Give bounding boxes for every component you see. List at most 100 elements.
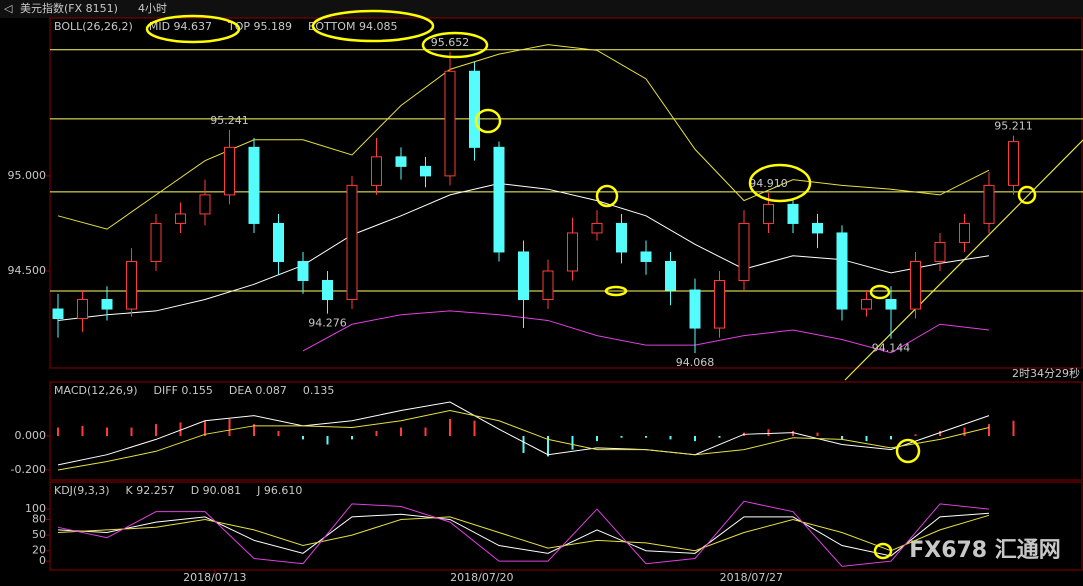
spacer [50, 368, 1083, 382]
candle-body [77, 299, 88, 320]
x-tick-label: 2018/07/20 [450, 571, 513, 584]
candle-body [52, 308, 64, 320]
candle-body [640, 251, 652, 262]
candle-body [469, 70, 480, 148]
legend-item: DEA 0.087 [229, 384, 287, 397]
main-frame [49, 17, 1083, 369]
macd-frame [49, 381, 1083, 481]
legend-item: BOTTOM 94.085 [308, 20, 397, 33]
candle-body [542, 270, 554, 301]
kdj-frame [49, 481, 1083, 571]
back-icon[interactable]: ◁ [4, 2, 13, 15]
candle-body [150, 222, 162, 262]
candle-body [518, 251, 529, 301]
candle-body [248, 146, 260, 224]
candle-body [934, 241, 946, 262]
circle [895, 438, 921, 464]
candle-body [126, 260, 137, 310]
candle-body [224, 146, 235, 196]
candle-body [714, 280, 725, 329]
circle [748, 163, 812, 203]
circle [145, 14, 241, 44]
indicator-line [57, 44, 990, 230]
candle-body [836, 232, 848, 310]
y-tick-label: 0 [39, 554, 46, 567]
legend-item: 0.135 [303, 384, 335, 397]
candle-body [738, 222, 750, 281]
legend-item: BOLL(26,26,2) [54, 20, 133, 33]
y-tick-label: 50 [32, 528, 46, 541]
legend-item: D 90.081 [191, 484, 241, 497]
candle-body [175, 213, 186, 224]
candle-body [812, 222, 823, 234]
circle [869, 284, 891, 300]
circle [604, 285, 628, 297]
x-tick-label: 2018/07/27 [720, 571, 783, 584]
candle-body [567, 232, 578, 272]
candle-body [322, 280, 333, 301]
watermark: FX678 汇通网 [909, 538, 1061, 563]
candle-body [665, 260, 676, 291]
panel-frames [49, 17, 1083, 571]
circle [1017, 185, 1037, 205]
x-tick-label: 2018/07/13 [183, 571, 246, 584]
price-label: 94.276 [308, 317, 347, 330]
header-bar [0, 0, 1083, 18]
candle-body [420, 165, 431, 177]
indicator-line [57, 401, 990, 466]
period[interactable]: 4小时 [138, 2, 167, 15]
legend-item: KDJ(9,3,3) [54, 484, 110, 497]
candle-body [861, 299, 872, 310]
circle [873, 542, 893, 560]
circle [595, 184, 619, 208]
y-tick-label: 95.000 [8, 169, 47, 182]
candle-body [763, 203, 774, 224]
price-label: 94.910 [749, 177, 788, 190]
price-label: 94.068 [676, 356, 715, 369]
candle-body [787, 203, 799, 224]
indicator-line [302, 310, 990, 354]
circle [474, 108, 502, 134]
candle-body [273, 222, 284, 262]
indicator-line [57, 514, 990, 552]
indicator-line [57, 182, 990, 321]
candle-body [199, 194, 211, 215]
candle-body [885, 299, 897, 310]
candle-body [959, 222, 970, 243]
candle-body [616, 222, 627, 253]
y-tick-label: 80 [32, 512, 46, 525]
candle-body [444, 70, 456, 177]
price-label: 95.241 [210, 114, 249, 127]
candle-body [591, 222, 603, 234]
candle-body [910, 260, 921, 310]
circle [311, 9, 435, 43]
candle-body [101, 299, 113, 310]
indicator-line [57, 500, 990, 567]
indicator-line [57, 410, 990, 471]
candle-body [493, 146, 505, 253]
price-label: 95.652 [431, 36, 470, 49]
candle-body [297, 260, 309, 282]
legend-item: J 96.610 [256, 484, 302, 497]
candle-body [346, 184, 358, 301]
candle-body [1008, 141, 1019, 186]
y-tick-label: -0.200 [11, 463, 46, 476]
legend-item: DIFF 0.155 [154, 384, 213, 397]
status-time: 2时34分29秒 [1012, 366, 1080, 380]
candle-body [689, 289, 701, 329]
indicator-line [57, 512, 990, 557]
symbol[interactable]: 美元指数(FX 8151) [20, 1, 118, 15]
legend-item: TOP 95.189 [227, 20, 292, 33]
candle-body [371, 156, 382, 186]
price-label: 95.211 [994, 120, 1033, 133]
legend-item: MID 94.637 [149, 20, 212, 33]
candle-body [395, 156, 407, 167]
y-tick-label: 94.500 [8, 264, 47, 277]
circle [421, 31, 489, 59]
annotations [145, 9, 1037, 560]
legend-item: K 92.257 [126, 484, 175, 497]
legend-item: MACD(12,26,9) [54, 384, 138, 397]
y-tick-label: 0.000 [15, 429, 47, 442]
candle-body [983, 184, 995, 224]
